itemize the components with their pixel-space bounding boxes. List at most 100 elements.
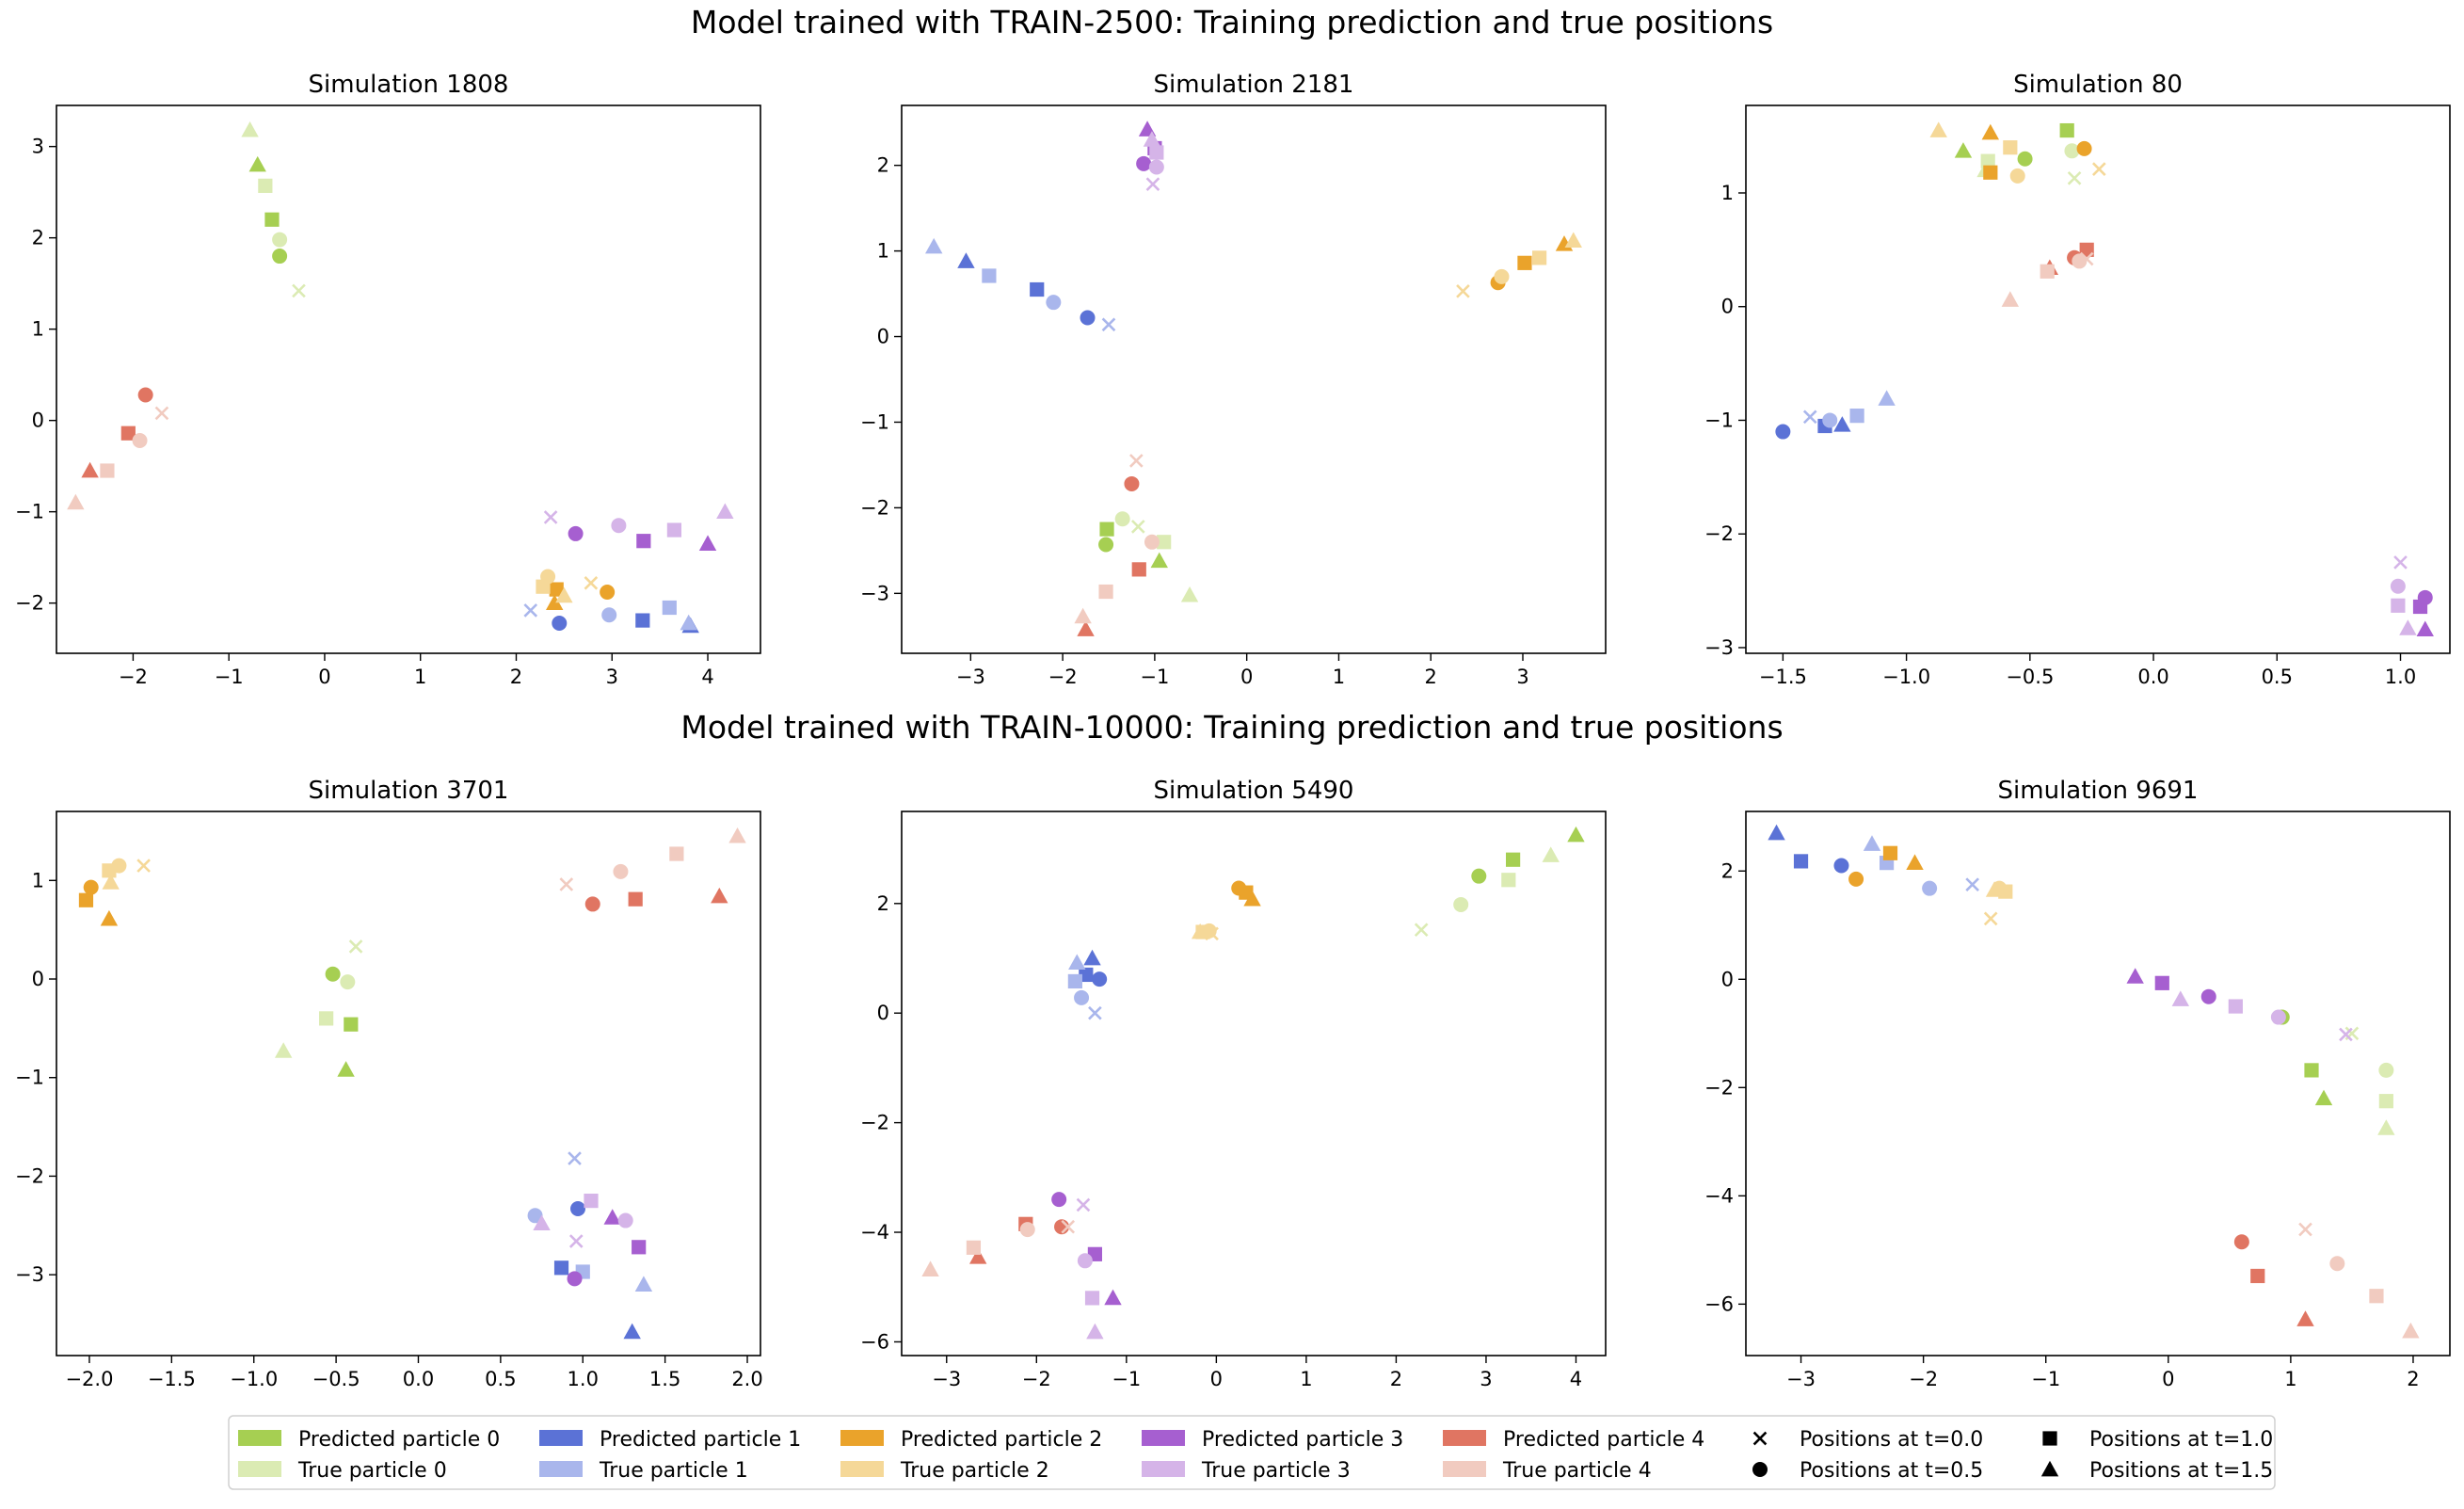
point-predicted-particle-2-t1 [1882, 845, 1898, 860]
point-true-particle-1-t0_5 [1074, 989, 1090, 1005]
point-predicted-particle-1-t0_5 [570, 1200, 586, 1216]
y-tick-label: −4 [1704, 1184, 1734, 1207]
x-tick-label: 1 [2284, 1368, 2296, 1390]
point-true-particle-3-t0 [1076, 1197, 1091, 1212]
point-true-particle-2-t1_5 [1985, 881, 2004, 897]
point-predicted-particle-4-t1 [2079, 242, 2094, 257]
point-predicted-particle-0-t1_5 [1150, 552, 1168, 569]
scatter-panels: Simulation 1808−2 −1 0 1 2 3 4−2−10123Simulati… [15, 71, 2451, 1390]
legend-marker-x [1752, 1431, 1768, 1446]
x-tick-label: 3 [1480, 1368, 1492, 1390]
point-true-particle-2-t0 [2091, 162, 2106, 176]
points [67, 120, 734, 634]
point-true-particle-0-t0 [292, 283, 306, 298]
point-predicted-particle-4-t1 [2250, 1268, 2265, 1284]
point-true-particle-1-t0 [523, 603, 538, 618]
point-true-particle-3-t1_5 [2399, 619, 2417, 635]
point-predicted-particle-3-t1 [2154, 975, 2169, 990]
point-predicted-particle-3-t1_5 [2126, 968, 2144, 984]
point-true-particle-3-t1_5 [2171, 990, 2190, 1006]
point-predicted-particle-0-t0_5 [1098, 537, 1114, 553]
y-tick-label: 1 [877, 240, 889, 263]
point-true-particle-0-t0_5 [272, 232, 288, 248]
y-tick-label: −1 [15, 1067, 44, 1089]
legend-swatch-true-1 [539, 1461, 583, 1477]
x-tick-label: −2 [119, 666, 148, 688]
x-tick-label: −1.0 [230, 1368, 278, 1390]
point-predicted-particle-2-t1 [78, 892, 94, 907]
point-predicted-particle-1-t1 [1079, 967, 1094, 983]
legend-label-triangle: Positions at t=1.5 [2089, 1459, 2273, 1483]
x-tick-label: 0.0 [2137, 666, 2168, 688]
point-true-particle-3-t1 [2391, 598, 2406, 613]
point-true-particle-4-t1_5 [728, 827, 746, 843]
axes-frame [56, 811, 761, 1356]
point-true-particle-4-t0_5 [1019, 1222, 1035, 1238]
point-true-particle-4-t1 [2369, 1289, 2384, 1304]
x-tick-label: 2 [2407, 1368, 2419, 1390]
point-predicted-particle-1-t1 [553, 1260, 569, 1276]
x-tick-label: −1.5 [1759, 666, 1807, 688]
point-predicted-particle-3-t1 [636, 534, 651, 549]
point-predicted-particle-0-t1_5 [248, 155, 266, 172]
point-true-particle-1-t0_5 [601, 607, 617, 623]
legend-label-predicted-0: Predicted particle 0 [298, 1428, 500, 1452]
point-true-particle-2-t0 [584, 575, 599, 590]
panel-title: Simulation 80 [2013, 71, 2183, 99]
point-predicted-particle-1-t1_5 [623, 1323, 641, 1340]
point-predicted-particle-0-t0_5 [1471, 868, 1487, 884]
point-true-particle-0-t0 [2067, 170, 2082, 185]
point-predicted-particle-2-t1_5 [1981, 123, 2000, 140]
y-tick-label: 0 [1721, 968, 1734, 990]
point-predicted-particle-1-t1 [635, 613, 650, 628]
point-true-particle-1-t1 [1849, 409, 1864, 424]
point-true-particle-1-t1_5 [1863, 835, 1881, 851]
point-true-particle-2-t0_5 [1494, 268, 1510, 284]
y-tick-label: −2 [15, 1164, 44, 1187]
point-true-particle-0-t1_5 [274, 1042, 293, 1058]
point-predicted-particle-1-t1_5 [1833, 416, 1851, 432]
point-true-particle-2-t1_5 [102, 874, 120, 890]
x-tick-label: 4 [1570, 1368, 1582, 1390]
panel-4: Simulation 3701 −2.0 −1.5 −1.0 −0.5 0.0 0.5 1.0… [15, 777, 763, 1390]
point-true-particle-3-t1 [1084, 1291, 1100, 1306]
point-true-particle-1-t0 [1088, 1005, 1102, 1020]
point-true-particle-0-t1 [1501, 873, 1516, 888]
points [1775, 121, 2434, 637]
x-tick-label: −3 [956, 666, 985, 688]
point-true-particle-4-t0 [1129, 454, 1144, 468]
x-tick-label: −1 [1112, 1368, 1141, 1390]
point-true-particle-0-t1_5 [1542, 846, 1560, 862]
legend-swatch-true-0 [238, 1461, 281, 1477]
panel-title: Simulation 2181 [1154, 71, 1354, 99]
point-predicted-particle-2-t0_5 [2076, 140, 2092, 156]
point-true-particle-4-t1_5 [67, 493, 85, 510]
point-predicted-particle-2-t1_5 [100, 909, 119, 926]
x-tick-label: −0.5 [2006, 666, 2054, 688]
point-predicted-particle-2-t1_5 [1243, 890, 1261, 907]
point-true-particle-0-t0_5 [2378, 1062, 2394, 1078]
y-tick-label: 0 [32, 409, 44, 432]
point-true-particle-0-t1 [2378, 1094, 2393, 1109]
x-tick-label: 1.5 [649, 1368, 680, 1390]
panel-2: Simulation 2181 −3 −2 −1 0 1 2 3 −3 −2 −1 0 1 2 [860, 71, 1607, 688]
point-true-particle-2-t1_5 [555, 586, 573, 603]
x-tick-label: −3 [1786, 1368, 1816, 1390]
x-tick-label: 2 [1425, 666, 1437, 688]
panel-title: Simulation 1808 [309, 71, 509, 99]
point-predicted-particle-0-t1_5 [2314, 1089, 2333, 1106]
x-tick-label: 1 [1333, 666, 1345, 688]
legend-label-true-4: True particle 4 [1502, 1459, 1652, 1483]
point-true-particle-0-t0 [1414, 923, 1429, 938]
point-true-particle-3-t0_5 [1077, 1253, 1093, 1269]
point-true-particle-4-t0 [154, 406, 169, 421]
point-true-particle-1-t1_5 [925, 237, 943, 254]
x-tick-label: −1 [1140, 666, 1169, 688]
legend-swatch-true-2 [840, 1461, 884, 1477]
point-true-particle-2-t1_5 [1929, 121, 1947, 137]
legend-marker-circle [1752, 1462, 1768, 1477]
point-true-particle-0-t0_5 [1114, 511, 1130, 527]
point-true-particle-4-t1 [669, 846, 684, 861]
x-tick-label: −1 [2031, 1368, 2060, 1390]
